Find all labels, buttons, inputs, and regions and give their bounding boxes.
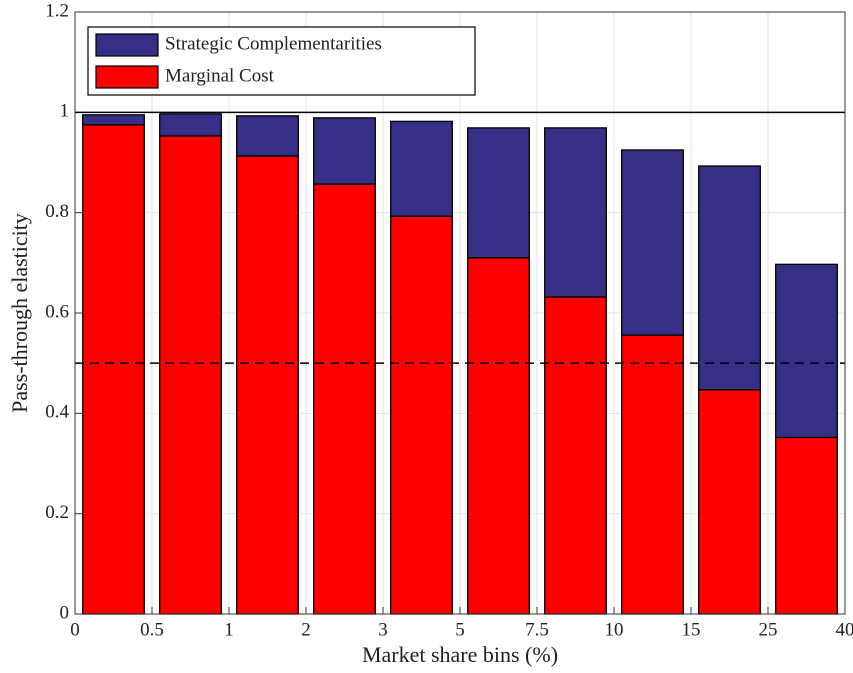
bar-segment [467, 257, 530, 615]
bar-segment [544, 296, 607, 615]
x-tick-label: 3 [378, 619, 388, 640]
bar-segment [698, 389, 761, 615]
bar-segment [236, 115, 299, 157]
y-tick-label: 0.2 [45, 502, 69, 523]
bar-segment [82, 114, 145, 126]
y-tick-label: 0.4 [45, 402, 69, 423]
bar-segment [621, 149, 684, 336]
bar-segment [775, 263, 838, 439]
x-tick-label: 5 [455, 619, 465, 640]
x-tick-label: 7.5 [525, 619, 549, 640]
bar-segment [390, 120, 453, 217]
x-tick-label: 15 [682, 619, 701, 640]
plot-frame [74, 11, 846, 615]
bar-segment [621, 334, 684, 615]
bar-segment [390, 215, 453, 615]
x-tick-label: 0 [70, 619, 80, 640]
bar-segment [544, 127, 607, 298]
bar-segment [82, 124, 145, 615]
x-tick-label: 40 [836, 619, 853, 640]
bar-segment [236, 155, 299, 615]
bar-segment [159, 113, 222, 137]
y-tick-label: 1.2 [45, 0, 69, 21]
y-axis-label: Pass-through elasticity [7, 213, 32, 413]
y-tick-label: 1 [60, 101, 70, 122]
y-tick-label: 0.8 [45, 201, 69, 222]
bar-segment [698, 165, 761, 391]
x-tick-label: 0.5 [140, 619, 164, 640]
legend-swatch [95, 33, 159, 57]
bar-segment [467, 127, 530, 259]
x-tick-label: 25 [759, 619, 778, 640]
legend-swatch [95, 65, 159, 89]
x-tick-label: 2 [301, 619, 311, 640]
bar-segment [159, 135, 222, 615]
bar-segment [313, 183, 376, 615]
x-tick-label: 1 [224, 619, 234, 640]
bar-segment [775, 436, 838, 615]
legend-label: Strategic Complementarities [165, 33, 382, 54]
x-tick-label: 10 [605, 619, 624, 640]
legend-label: Marginal Cost [165, 65, 275, 86]
x-axis-label: Market share bins (%) [362, 642, 558, 667]
y-tick-label: 0 [60, 602, 70, 623]
y-tick-label: 0.6 [45, 301, 69, 322]
bar-segment [313, 117, 376, 185]
